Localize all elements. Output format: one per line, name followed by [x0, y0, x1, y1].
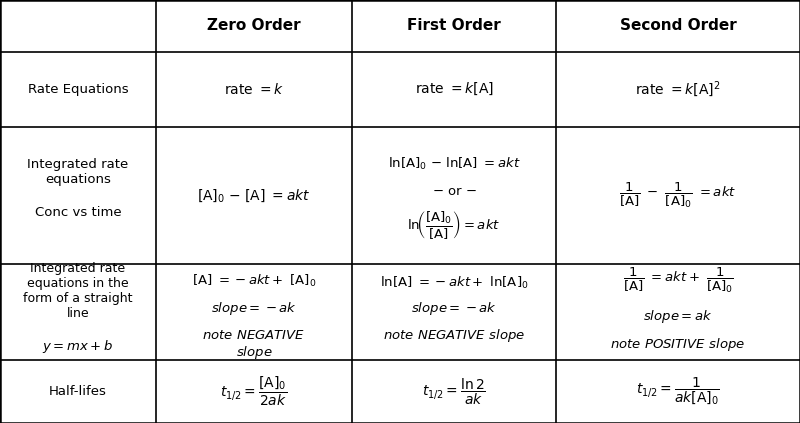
Text: $\mathit{note\ NEGATIVE}$: $\mathit{note\ NEGATIVE}$	[202, 329, 306, 342]
Text: rate $= k$[A]$^2$: rate $= k$[A]$^2$	[635, 79, 721, 99]
Text: ln[A] $= -akt +$ ln[A]$_0$: ln[A] $= -akt +$ ln[A]$_0$	[380, 275, 528, 291]
Text: $-$ or $-$: $-$ or $-$	[432, 185, 476, 198]
Text: Conc vs time: Conc vs time	[34, 206, 122, 219]
Text: Zero Order: Zero Order	[207, 18, 301, 33]
Text: $slope = ak$: $slope = ak$	[643, 308, 713, 325]
Text: $\mathit{slope}$: $\mathit{slope}$	[236, 344, 272, 361]
Text: $y = mx + b$: $y = mx + b$	[42, 338, 114, 355]
Text: rate $= k$[A]: rate $= k$[A]	[414, 81, 494, 97]
Text: $t_{1/2} = \dfrac{\ln 2}{ak}$: $t_{1/2} = \dfrac{\ln 2}{ak}$	[422, 376, 486, 407]
Text: $\dfrac{1}{[\mathrm{A}]}\ -\ \dfrac{1}{[\mathrm{A}]_0}\ = akt$: $\dfrac{1}{[\mathrm{A}]}\ -\ \dfrac{1}{[…	[619, 181, 737, 210]
Text: $\mathrm{ln}\!\left(\dfrac{[\mathrm{A}]_0}{[\mathrm{A}]}\right) = akt$: $\mathrm{ln}\!\left(\dfrac{[\mathrm{A}]_…	[407, 209, 501, 241]
Text: First Order: First Order	[407, 18, 501, 33]
Text: $\dfrac{1}{[\mathrm{A}]}\ = akt +\ \dfrac{1}{[\mathrm{A}]_0}$: $\dfrac{1}{[\mathrm{A}]}\ = akt +\ \dfra…	[622, 266, 734, 295]
Text: $\mathit{note\ NEGATIVE\ slope}$: $\mathit{note\ NEGATIVE\ slope}$	[383, 327, 525, 344]
Text: $t_{1/2} = \dfrac{1}{ak[\mathrm{A}]_0}$: $t_{1/2} = \dfrac{1}{ak[\mathrm{A}]_0}$	[636, 376, 720, 407]
Text: ln[A]$_0$ $-$ ln[A] $= akt$: ln[A]$_0$ $-$ ln[A] $= akt$	[388, 156, 520, 172]
Text: $t_{1/2} = \dfrac{[\mathrm{A}]_0}{2ak}$: $t_{1/2} = \dfrac{[\mathrm{A}]_0}{2ak}$	[221, 375, 287, 408]
Text: $slope = -ak$: $slope = -ak$	[411, 299, 497, 317]
Text: Half-lifes: Half-lifes	[49, 385, 107, 398]
Text: Second Order: Second Order	[620, 18, 736, 33]
Text: [A]$_0$ $-$ [A] $= akt$: [A]$_0$ $-$ [A] $= akt$	[197, 187, 311, 204]
Text: $\mathit{note\ POSITIVE\ slope}$: $\mathit{note\ POSITIVE\ slope}$	[610, 335, 746, 353]
Text: [A] $= -akt +$ [A]$_0$: [A] $= -akt +$ [A]$_0$	[192, 272, 316, 289]
Text: rate $= k$: rate $= k$	[224, 82, 284, 97]
Text: Rate Equations: Rate Equations	[28, 83, 128, 96]
Text: $slope = -ak$: $slope = -ak$	[211, 299, 297, 317]
Text: Integrated rate
equations in the
form of a straight
line: Integrated rate equations in the form of…	[23, 262, 133, 320]
Text: Integrated rate
equations: Integrated rate equations	[27, 158, 129, 187]
